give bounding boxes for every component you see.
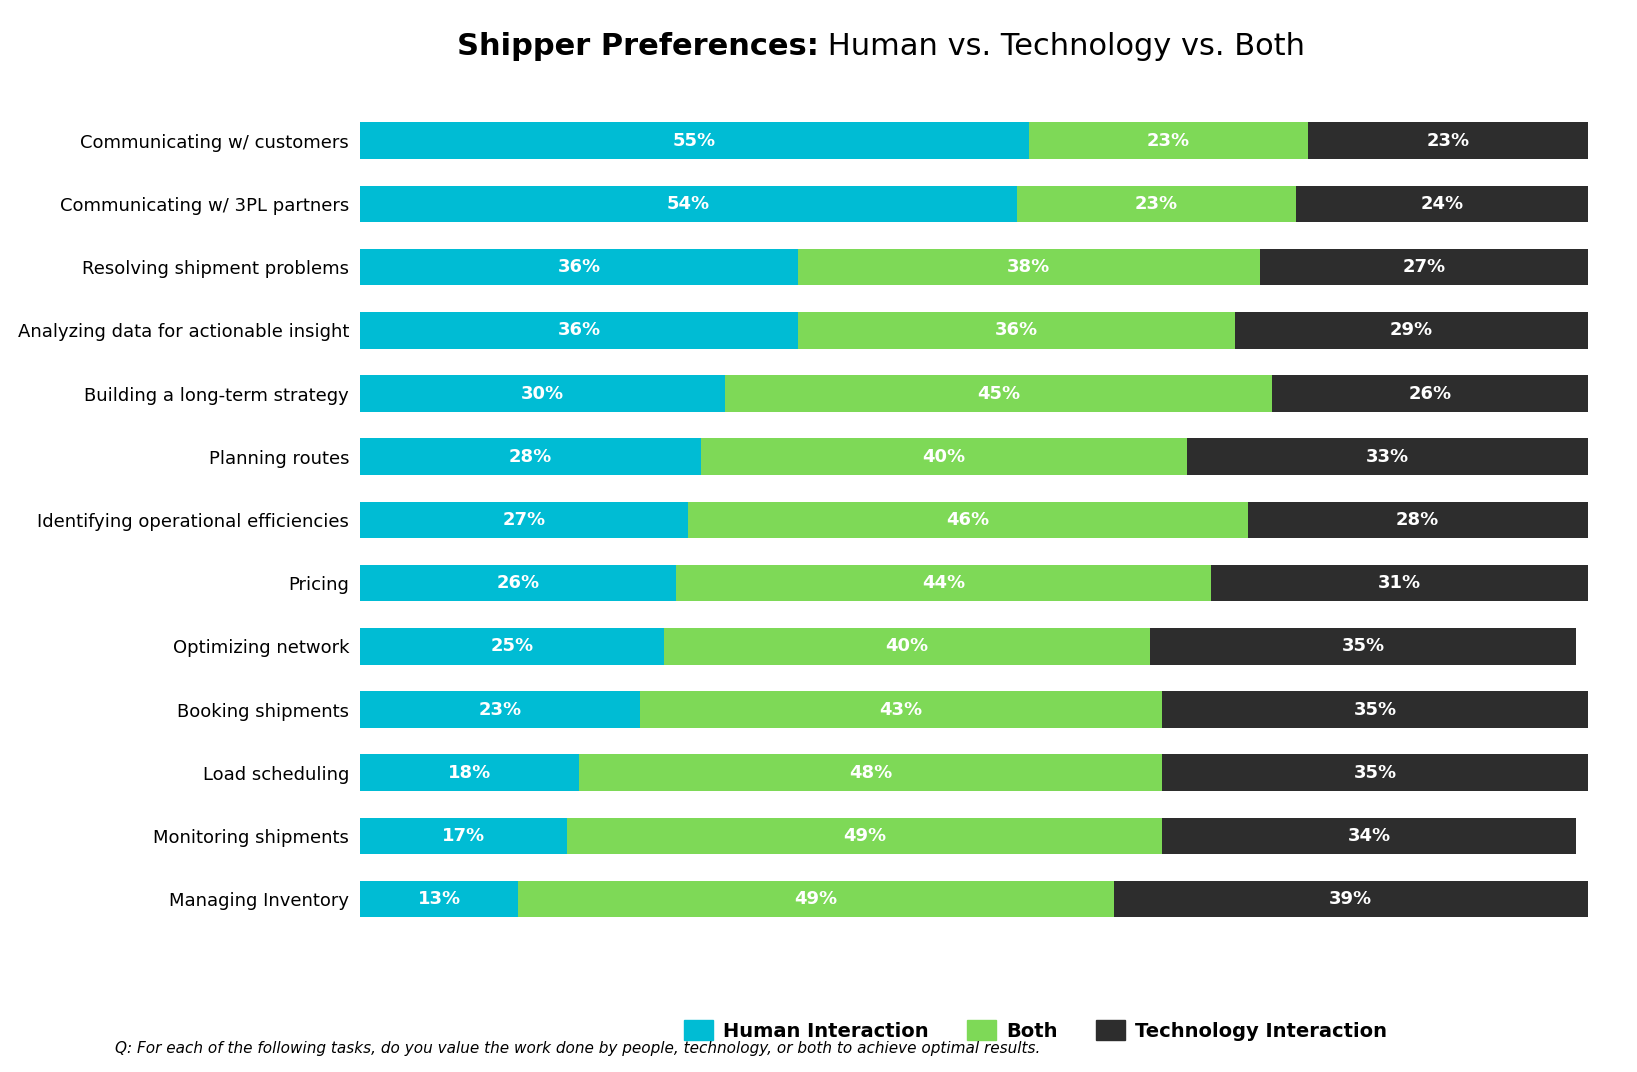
Bar — [360, 502, 688, 538]
Text: 34%: 34% — [1347, 827, 1391, 845]
Text: 18%: 18% — [449, 763, 491, 781]
Text: 25%: 25% — [491, 638, 534, 655]
Text: 17%: 17% — [442, 827, 485, 845]
Bar — [360, 375, 725, 412]
Bar — [360, 565, 676, 601]
Text: 36%: 36% — [557, 258, 601, 277]
Text: 13%: 13% — [417, 890, 460, 908]
Bar — [1260, 249, 1588, 285]
Text: 28%: 28% — [1396, 511, 1439, 528]
Bar — [579, 755, 1162, 791]
Text: 23%: 23% — [1134, 195, 1179, 213]
Text: 35%: 35% — [1354, 700, 1396, 718]
Text: 46%: 46% — [946, 511, 989, 528]
Bar — [725, 375, 1272, 412]
Text: 26%: 26% — [496, 575, 540, 592]
Text: 31%: 31% — [1378, 575, 1421, 592]
Text: 23%: 23% — [1426, 132, 1470, 150]
Text: 36%: 36% — [995, 322, 1038, 340]
Text: 40%: 40% — [886, 638, 928, 655]
Text: 29%: 29% — [1390, 322, 1432, 340]
Bar — [665, 628, 1151, 665]
Text: 43%: 43% — [879, 700, 923, 718]
Bar — [360, 628, 665, 665]
Text: 33%: 33% — [1365, 448, 1409, 465]
Bar — [797, 249, 1260, 285]
Bar — [1028, 122, 1308, 159]
Bar — [1151, 628, 1576, 665]
Text: Shipper Preferences:: Shipper Preferences: — [457, 32, 818, 61]
Bar — [360, 185, 1017, 222]
Text: 28%: 28% — [509, 448, 552, 465]
Text: 38%: 38% — [1007, 258, 1051, 277]
Text: 54%: 54% — [666, 195, 710, 213]
Text: 44%: 44% — [922, 575, 966, 592]
Bar — [519, 881, 1113, 918]
Text: 36%: 36% — [557, 322, 601, 340]
Bar — [1162, 755, 1588, 791]
Text: 24%: 24% — [1421, 195, 1463, 213]
Text: 23%: 23% — [478, 700, 522, 718]
Text: 27%: 27% — [1403, 258, 1445, 277]
Bar — [360, 691, 640, 728]
Bar — [1113, 881, 1588, 918]
Text: 55%: 55% — [673, 132, 715, 150]
Bar — [1297, 185, 1588, 222]
Bar — [1187, 438, 1588, 475]
Bar — [1247, 502, 1588, 538]
Bar — [1272, 375, 1588, 412]
Text: 27%: 27% — [503, 511, 545, 528]
Bar — [360, 249, 797, 285]
Bar — [797, 312, 1236, 348]
Bar — [676, 565, 1211, 601]
Bar — [360, 818, 566, 854]
Bar — [1162, 691, 1588, 728]
Bar — [1236, 312, 1588, 348]
Bar — [701, 438, 1187, 475]
Bar — [1211, 565, 1588, 601]
Bar — [360, 122, 1028, 159]
Bar — [1017, 185, 1297, 222]
Text: 49%: 49% — [794, 890, 838, 908]
Legend: Human Interaction, Both, Technology Interaction: Human Interaction, Both, Technology Inte… — [676, 1012, 1395, 1048]
Text: 40%: 40% — [922, 448, 966, 465]
Text: 49%: 49% — [843, 827, 886, 845]
Text: 35%: 35% — [1341, 638, 1385, 655]
Bar — [688, 502, 1247, 538]
Text: 26%: 26% — [1408, 385, 1452, 402]
Text: 45%: 45% — [977, 385, 1020, 402]
Bar — [640, 691, 1162, 728]
Bar — [360, 438, 701, 475]
Bar — [360, 755, 579, 791]
Bar — [1308, 122, 1588, 159]
Bar — [360, 881, 519, 918]
Text: 35%: 35% — [1354, 763, 1396, 781]
Bar — [566, 818, 1162, 854]
Text: 30%: 30% — [521, 385, 565, 402]
Bar — [360, 312, 797, 348]
Text: 39%: 39% — [1329, 890, 1372, 908]
Text: 48%: 48% — [850, 763, 892, 781]
Text: Human vs. Technology vs. Both: Human vs. Technology vs. Both — [818, 32, 1305, 61]
Text: 23%: 23% — [1148, 132, 1190, 150]
Text: Q: For each of the following tasks, do you value the work done by people, techno: Q: For each of the following tasks, do y… — [115, 1041, 1039, 1056]
Bar — [1162, 818, 1576, 854]
